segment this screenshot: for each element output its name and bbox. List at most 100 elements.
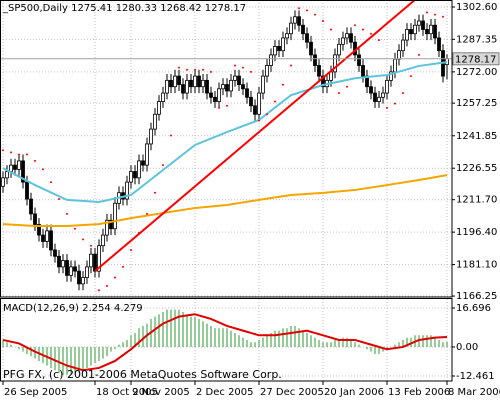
candle-body (161, 92, 165, 102)
last-price-label: 1278.17 (455, 54, 496, 65)
sar-dot (74, 227, 76, 230)
candle-body (301, 24, 305, 35)
sar-dot (234, 64, 236, 67)
candle-body (233, 75, 237, 81)
candle-body (277, 46, 281, 52)
candle-body (89, 253, 93, 268)
y-tick-label: 1226.55 (456, 163, 497, 174)
candle-body (41, 234, 45, 242)
sar-dot (362, 28, 364, 31)
candle-body (341, 37, 345, 45)
candle-body (333, 54, 337, 73)
last-close: 1278.17 (205, 3, 246, 14)
candle-body (49, 230, 53, 251)
candle-body (205, 79, 209, 94)
sar-dot (146, 212, 148, 215)
sar-dot (50, 181, 52, 184)
sar-dot (314, 13, 316, 16)
y-tick-label: 1181.10 (456, 260, 497, 271)
footer: PFG FX, (c) 2001-2006 MetaQuotes Softwar… (3, 368, 282, 381)
sar-dot (426, 11, 428, 14)
sar-dot (338, 92, 340, 95)
candle-body (401, 39, 405, 52)
candle-body (109, 219, 113, 230)
candle-body (213, 96, 217, 102)
candle-body (201, 79, 205, 88)
sar-dot (242, 66, 244, 69)
candle-body (253, 105, 257, 115)
candle-body (137, 160, 141, 179)
candle-body (81, 277, 85, 285)
y-tick-label: 1257.25 (456, 98, 497, 109)
sar-dot (218, 106, 220, 109)
macd-last: 2.254 (82, 303, 111, 314)
candle-body (9, 164, 13, 172)
candle-body (17, 160, 21, 170)
macd-panel (0, 299, 452, 381)
candle-body (125, 181, 129, 200)
main-frame (0, 0, 453, 298)
candle-body (261, 75, 265, 94)
candle-body (237, 75, 241, 85)
sar-dot (402, 92, 404, 95)
x-tick-label: 9 Nov 2005 (132, 387, 190, 398)
sar-dot (410, 75, 412, 78)
candle-body (29, 198, 33, 215)
y-tick-label: 1166.25 (456, 291, 497, 302)
sar-dot (170, 134, 172, 137)
candle-body (217, 88, 221, 102)
x-tick-label: 13 Feb 2006 (388, 387, 450, 398)
candle-body (153, 113, 157, 130)
candle-body (5, 171, 9, 179)
last-low: 1268.42 (160, 3, 201, 14)
sar-dot (90, 244, 92, 247)
y-tick-label: -12.461 (456, 371, 495, 382)
macd-header: MACD(12,26,9) 2.254 4.279 (3, 303, 143, 314)
x-tick-label: 18 Oct 2005 (96, 387, 158, 398)
x-tick-label: 8 Mar 2006 (448, 387, 500, 398)
candle-body (409, 29, 413, 35)
sar-dot (210, 70, 212, 73)
sar-dot (370, 32, 372, 35)
candle-body (157, 101, 161, 115)
sar-dot (2, 149, 4, 152)
sar-dot (34, 159, 36, 162)
candle-body (165, 79, 169, 94)
candle-body (25, 181, 29, 200)
sar-dot (282, 83, 284, 86)
signal-line (2, 313, 448, 372)
candle-body (349, 33, 353, 43)
sar-dot (194, 68, 196, 71)
candle-body (281, 37, 285, 52)
y-tick-label: 1241.85 (456, 131, 497, 142)
candle-body (97, 245, 101, 272)
candle-body (313, 54, 317, 66)
y-tick-label: 1272.00 (456, 67, 497, 78)
last-price-box (452, 52, 500, 66)
sar-dot (114, 276, 116, 279)
sar-dot (98, 289, 100, 292)
candle-body (225, 84, 229, 92)
candle-body (397, 50, 401, 60)
y-tick-label: 1287.35 (456, 34, 497, 45)
sar-dot (178, 66, 180, 69)
sar-dot (26, 153, 28, 156)
candle-body (437, 37, 441, 52)
candle-body (317, 65, 321, 77)
y-tick-label: 1196.40 (456, 227, 497, 238)
sar-dot (186, 68, 188, 71)
candle-body (145, 143, 149, 166)
candle-body (209, 92, 213, 98)
signal-last: 4.279 (114, 303, 143, 314)
sar-dot (42, 168, 44, 171)
candle-body (129, 171, 133, 183)
candle-body (101, 234, 105, 247)
candle-body (141, 160, 145, 166)
candle-body (105, 219, 109, 236)
sar-dot (154, 191, 156, 194)
candle-body (357, 54, 361, 66)
candle-body (185, 79, 189, 94)
candle-body (53, 249, 57, 257)
